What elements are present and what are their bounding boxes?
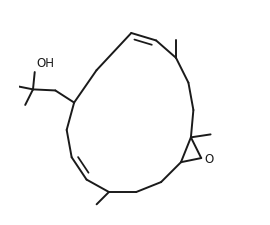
Text: OH: OH (36, 57, 54, 70)
Text: O: O (204, 153, 214, 166)
